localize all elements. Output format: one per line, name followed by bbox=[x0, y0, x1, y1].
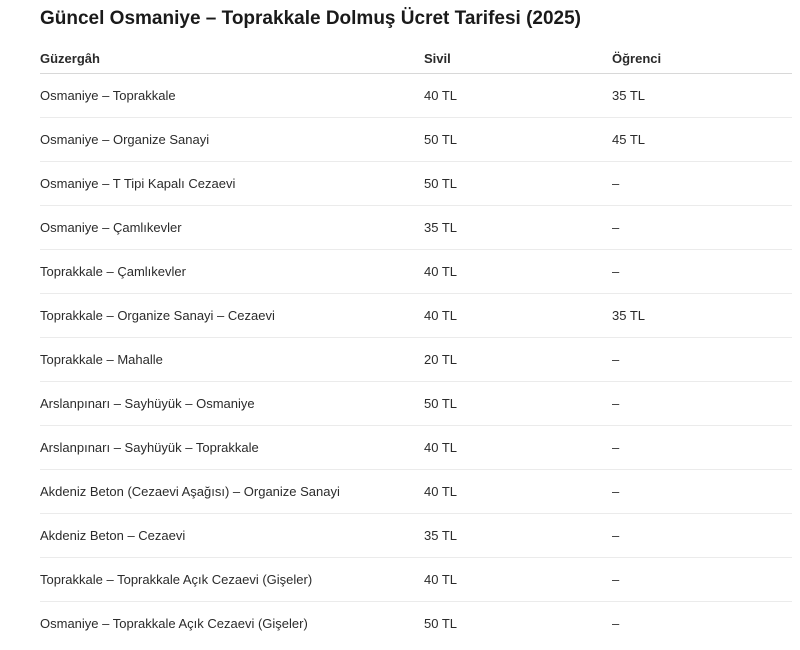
table-row: Osmaniye – Toprakkale 40 TL 35 TL bbox=[40, 73, 792, 118]
student-fare-cell: – bbox=[612, 381, 792, 426]
table-row: Arslanpınarı – Sayhüyük – Osmaniye 50 TL… bbox=[40, 381, 792, 426]
student-fare-cell: – bbox=[612, 205, 792, 250]
column-header-route: Güzergâh bbox=[40, 44, 424, 74]
student-fare-cell: 45 TL bbox=[612, 117, 792, 162]
table-row: Toprakkale – Organize Sanayi – Cezaevi 4… bbox=[40, 293, 792, 338]
civil-fare-cell: 35 TL bbox=[424, 513, 612, 558]
header-row: Güzergâh Sivil Öğrenci bbox=[40, 44, 792, 74]
route-cell: Akdeniz Beton (Cezaevi Aşağısı) – Organi… bbox=[40, 469, 424, 514]
table-row: Osmaniye – Çamlıkevler 35 TL – bbox=[40, 205, 792, 250]
table-row: Akdeniz Beton (Cezaevi Aşağısı) – Organi… bbox=[40, 469, 792, 514]
route-cell: Toprakkale – Mahalle bbox=[40, 337, 424, 382]
route-cell: Akdeniz Beton – Cezaevi bbox=[40, 513, 424, 558]
table-row: Toprakkale – Çamlıkevler 40 TL – bbox=[40, 249, 792, 294]
route-cell: Osmaniye – Organize Sanayi bbox=[40, 117, 424, 162]
student-fare-cell: – bbox=[612, 557, 792, 602]
student-fare-cell: – bbox=[612, 616, 620, 631]
civil-fare-cell: 35 TL bbox=[424, 205, 612, 250]
civil-fare-cell: 20 TL bbox=[424, 337, 612, 382]
route-cell: Arslanpınarı – Sayhüyük – Toprakkale bbox=[40, 425, 424, 470]
route-cell: Osmaniye – T Tipi Kapalı Cezaevi bbox=[40, 161, 424, 206]
table-row: Toprakkale – Mahalle 20 TL – bbox=[40, 337, 792, 382]
table-row: Toprakkale – Toprakkale Açık Cezaevi (Gi… bbox=[40, 557, 792, 602]
column-header-civil: Sivil bbox=[424, 44, 612, 74]
column-header-student: Öğrenci bbox=[612, 44, 792, 74]
table-row: Osmaniye – Toprakkale Açık Cezaevi (Gişe… bbox=[40, 602, 792, 646]
table-row: Arslanpınarı – Sayhüyük – Toprakkale 40 … bbox=[40, 425, 792, 470]
civil-fare-cell: 50 TL bbox=[424, 161, 612, 206]
route-cell: Arslanpınarı – Sayhüyük – Osmaniye bbox=[40, 381, 424, 426]
route-cell: Osmaniye – Toprakkale Açık Cezaevi (Gişe… bbox=[40, 616, 308, 631]
table-row: Akdeniz Beton – Cezaevi 35 TL – bbox=[40, 513, 792, 558]
student-fare-cell: 35 TL bbox=[612, 73, 792, 118]
route-cell: Osmaniye – Toprakkale bbox=[40, 73, 424, 118]
student-fare-cell: – bbox=[612, 425, 792, 470]
route-cell: Osmaniye – Çamlıkevler bbox=[40, 205, 424, 250]
student-fare-cell: – bbox=[612, 337, 792, 382]
civil-fare-cell: 40 TL bbox=[424, 425, 612, 470]
table-body: Osmaniye – Toprakkale 40 TL 35 TL Osmani… bbox=[40, 73, 792, 646]
civil-fare-cell: 40 TL bbox=[424, 293, 612, 338]
table-row: Osmaniye – Organize Sanayi 50 TL 45 TL bbox=[40, 117, 792, 162]
route-cell: Toprakkale – Organize Sanayi – Cezaevi bbox=[40, 293, 424, 338]
fare-table: Güzergâh Sivil Öğrenci Osmaniye – Toprak… bbox=[40, 44, 792, 645]
civil-fare-cell: 40 TL bbox=[424, 249, 612, 294]
student-fare-cell: – bbox=[612, 249, 792, 294]
civil-fare-cell: 50 TL bbox=[424, 616, 458, 631]
civil-fare-cell: 40 TL bbox=[424, 557, 612, 602]
student-fare-cell: – bbox=[612, 513, 792, 558]
student-fare-cell: – bbox=[612, 161, 792, 206]
civil-fare-cell: 50 TL bbox=[424, 381, 612, 426]
civil-fare-cell: 40 TL bbox=[424, 73, 612, 118]
route-cell: Toprakkale – Toprakkale Açık Cezaevi (Gi… bbox=[40, 557, 424, 602]
page-title: Güncel Osmaniye – Toprakkale Dolmuş Ücre… bbox=[40, 8, 582, 29]
student-fare-cell: – bbox=[612, 469, 792, 514]
student-fare-cell: 35 TL bbox=[612, 293, 792, 338]
civil-fare-cell: 40 TL bbox=[424, 469, 612, 514]
table-row: Osmaniye – T Tipi Kapalı Cezaevi 50 TL – bbox=[40, 161, 792, 206]
route-cell: Toprakkale – Çamlıkevler bbox=[40, 249, 424, 294]
civil-fare-cell: 50 TL bbox=[424, 117, 612, 162]
table-header: Güzergâh Sivil Öğrenci bbox=[40, 44, 792, 74]
